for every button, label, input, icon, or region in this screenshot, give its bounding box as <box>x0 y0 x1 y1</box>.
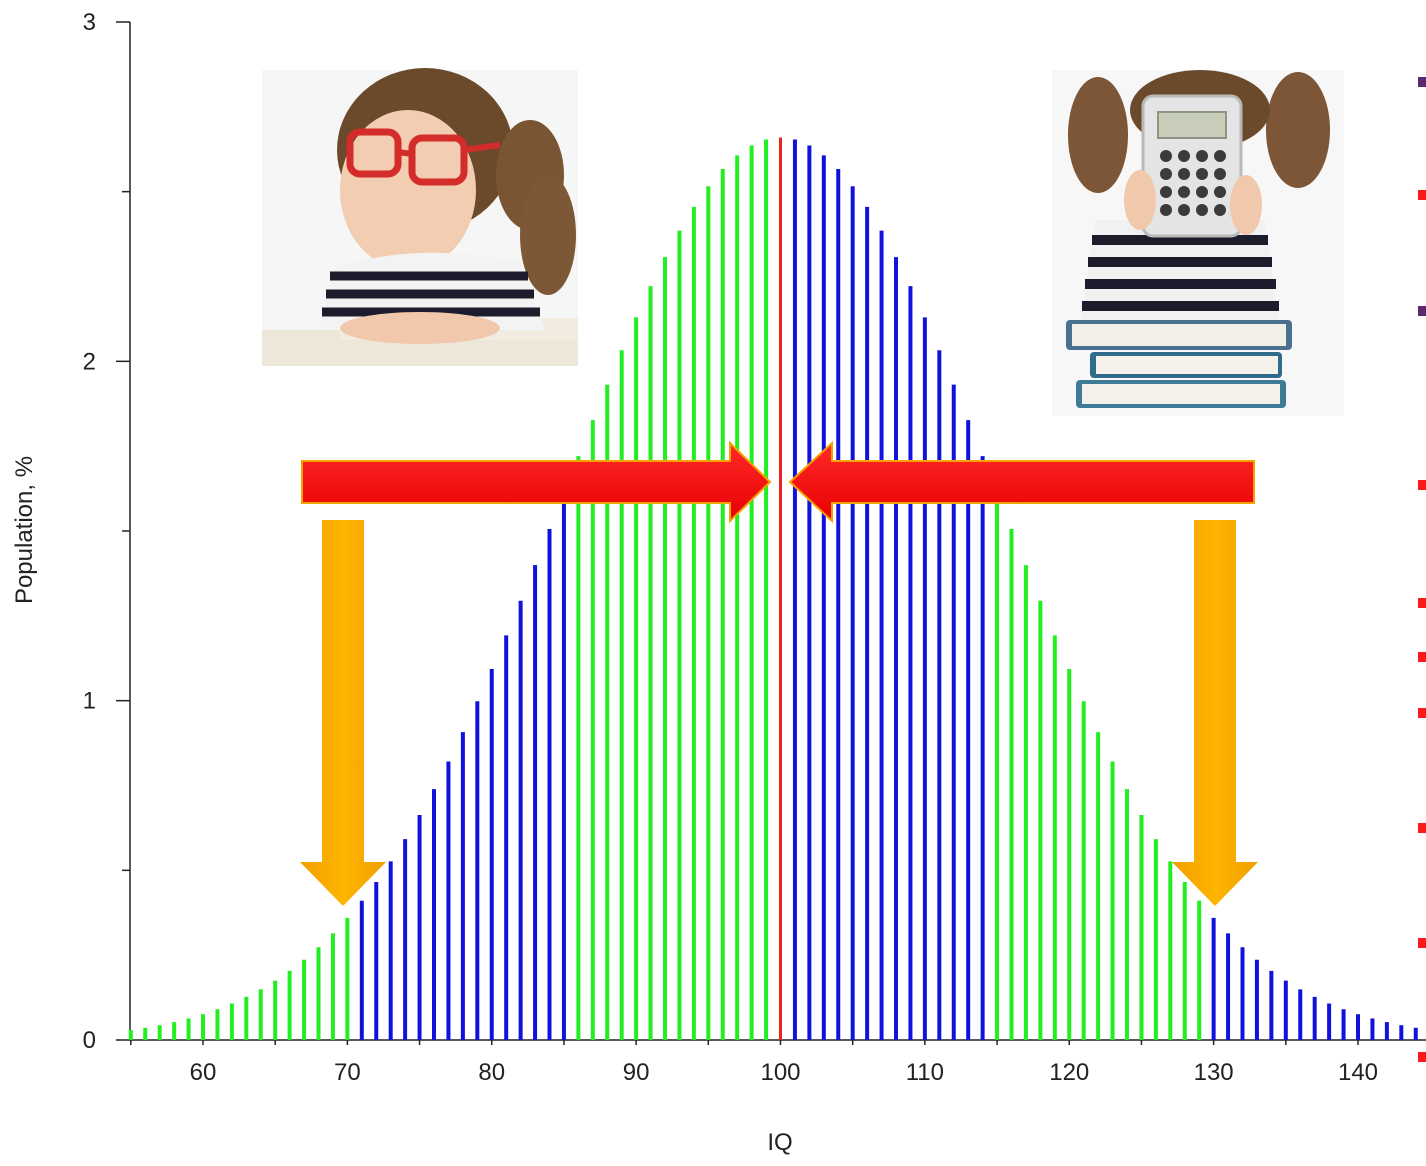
x-tick-label: 80 <box>478 1059 505 1086</box>
y-axis: 0 1 2 3 <box>83 9 131 1054</box>
left-red-arrow <box>301 440 772 524</box>
x-axis: 60 70 80 90 100 110 120 130 140 <box>130 1035 1426 1086</box>
x-tick-label: 100 <box>760 1059 800 1086</box>
right-red-arrow <box>788 440 1255 524</box>
x-tick-label: 130 <box>1194 1059 1234 1086</box>
right-edge-bullets <box>1418 77 1426 1062</box>
x-tick-label: 70 <box>334 1059 361 1086</box>
y-tick-label: 2 <box>83 348 96 375</box>
y-axis-title: Population, % <box>11 456 38 604</box>
child-with-red-glasses-photo <box>262 68 578 366</box>
left-orange-arrow <box>300 520 386 906</box>
child-with-calculator-photo <box>1052 70 1344 416</box>
right-orange-arrow <box>1172 520 1258 906</box>
x-axis-title: IQ <box>767 1129 792 1156</box>
x-tick-label: 140 <box>1338 1059 1378 1086</box>
x-tick-label: 120 <box>1049 1059 1089 1086</box>
x-tick-label: 90 <box>623 1059 650 1086</box>
bar-series <box>128 137 1418 1040</box>
y-tick-label: 0 <box>83 1027 96 1054</box>
y-tick-label: 1 <box>83 688 96 715</box>
x-tick-label: 60 <box>190 1059 217 1086</box>
x-tick-label: 110 <box>906 1059 944 1086</box>
y-tick-label: 3 <box>83 9 96 36</box>
